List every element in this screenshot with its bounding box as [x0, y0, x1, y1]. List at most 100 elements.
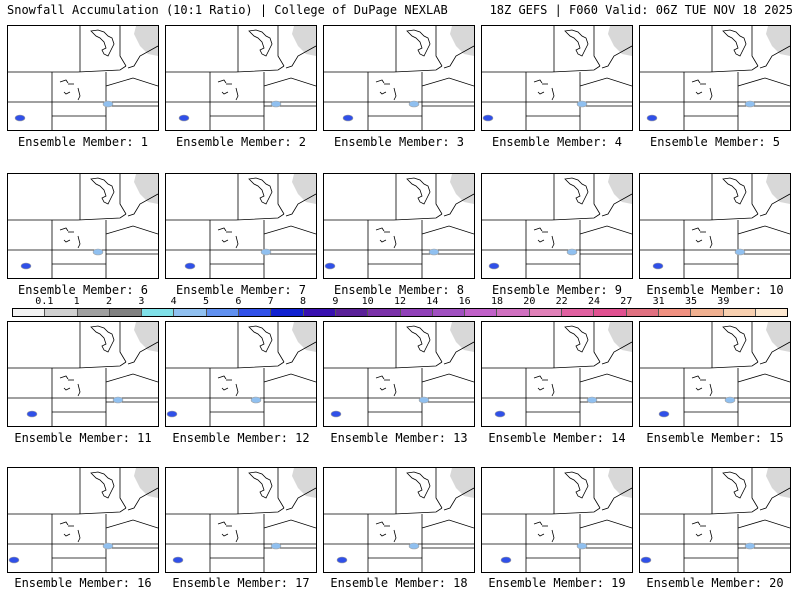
map-outline [324, 468, 474, 572]
map-outline [8, 174, 158, 278]
boundary-line [751, 322, 759, 363]
member-label: Ensemble Member: 17 [172, 576, 310, 590]
boundary-line [379, 533, 387, 537]
boundary-line [435, 322, 443, 363]
boundary-line [593, 26, 601, 67]
member-label: Ensemble Member: 18 [330, 576, 468, 590]
boundary-line [406, 325, 431, 353]
boundary-line [217, 375, 227, 380]
boundary-line [235, 87, 239, 101]
boundary-line [551, 383, 555, 397]
snowfall-area [102, 100, 114, 108]
map-outline [166, 468, 316, 572]
snow-shading [450, 26, 474, 56]
boundary-line [248, 177, 273, 205]
colorbar-cell [755, 309, 788, 316]
boundary-line [640, 361, 759, 369]
boundary-line [324, 507, 443, 515]
boundary-line [443, 45, 474, 69]
boundary-line [105, 225, 158, 235]
boundary-line [379, 239, 387, 243]
boundary-line [709, 529, 713, 543]
boundary-line [691, 227, 701, 232]
colorbar-cell [239, 309, 272, 316]
colorbar-tick-label: 7 [267, 296, 274, 307]
snowfall-area [724, 396, 736, 404]
map-outline [324, 322, 474, 426]
colorbar-cell [206, 309, 240, 316]
boundary-line [90, 29, 115, 57]
colorbar-cell [562, 309, 595, 316]
boundary-line [263, 519, 316, 529]
colorbar-tick-label: 16 [458, 296, 471, 307]
member-label: Ensemble Member: 13 [330, 431, 468, 445]
ensemble-map-2 [165, 25, 317, 131]
boundary-line [77, 235, 81, 249]
boundary-line [537, 239, 545, 243]
member-label: Ensemble Member: 12 [172, 431, 310, 445]
boundary-line [759, 45, 790, 69]
boundary-line [119, 322, 127, 363]
boundary-line [263, 225, 316, 235]
snow-shading [450, 322, 474, 352]
boundary-line [551, 235, 555, 249]
colorbar-cell [77, 309, 110, 316]
boundary-line [695, 91, 703, 95]
colorbar-tick-label: 24 [587, 296, 601, 307]
boundary-line [722, 471, 747, 499]
boundary-line [482, 507, 601, 515]
boundary-line [640, 65, 759, 73]
boundary-line [8, 361, 127, 369]
boundary-line [263, 373, 316, 383]
snow-shading [134, 174, 158, 204]
ensemble-map-5 [639, 25, 791, 131]
member-label: Ensemble Member: 3 [333, 135, 465, 149]
boundary-line [695, 239, 703, 243]
snowfall-area [330, 410, 342, 418]
colorbar-tick-label: 22 [555, 296, 568, 307]
snowfall-area [408, 542, 420, 550]
boundary-line [435, 468, 443, 509]
colorbar-cell [497, 309, 530, 316]
colorbar-cell [691, 309, 724, 316]
colorbar-cell [142, 309, 175, 316]
boundary-line [737, 225, 790, 235]
snow-shading [766, 26, 790, 56]
boundary-line [443, 193, 474, 217]
member-label: Ensemble Member: 1 [17, 135, 149, 149]
boundary-line [443, 341, 474, 365]
ensemble-map-9 [481, 173, 633, 279]
snowfall-area [744, 542, 756, 550]
map-outline [166, 26, 316, 130]
boundary-line [393, 235, 397, 249]
map-outline [482, 322, 632, 426]
boundary-line [221, 91, 229, 95]
ensemble-map-11 [7, 321, 159, 427]
boundary-line [375, 227, 385, 232]
boundary-line [579, 373, 632, 383]
snowfall-area [178, 114, 190, 122]
colorbar-tick-label: 31 [652, 296, 665, 307]
boundary-line [248, 29, 273, 57]
boundary-line [59, 227, 69, 232]
snowfall-area [184, 262, 196, 270]
boundary-line [8, 213, 127, 221]
boundary-line [324, 361, 443, 369]
boundary-line [537, 533, 545, 537]
member-label: Ensemble Member: 15 [646, 431, 784, 445]
boundary-line [601, 45, 632, 69]
boundary-line [59, 521, 69, 526]
boundary-line [248, 325, 273, 353]
snowfall-area [20, 262, 32, 270]
boundary-line [324, 213, 443, 221]
boundary-line [593, 322, 601, 363]
snowfall-area [566, 248, 578, 256]
boundary-line [406, 471, 431, 499]
boundary-line [759, 487, 790, 511]
boundary-line [127, 193, 158, 217]
boundary-line [119, 468, 127, 509]
boundary-line [105, 77, 158, 87]
map-outline [482, 468, 632, 572]
colorbar-cell [626, 309, 659, 316]
member-label: Ensemble Member: 11 [14, 431, 152, 445]
